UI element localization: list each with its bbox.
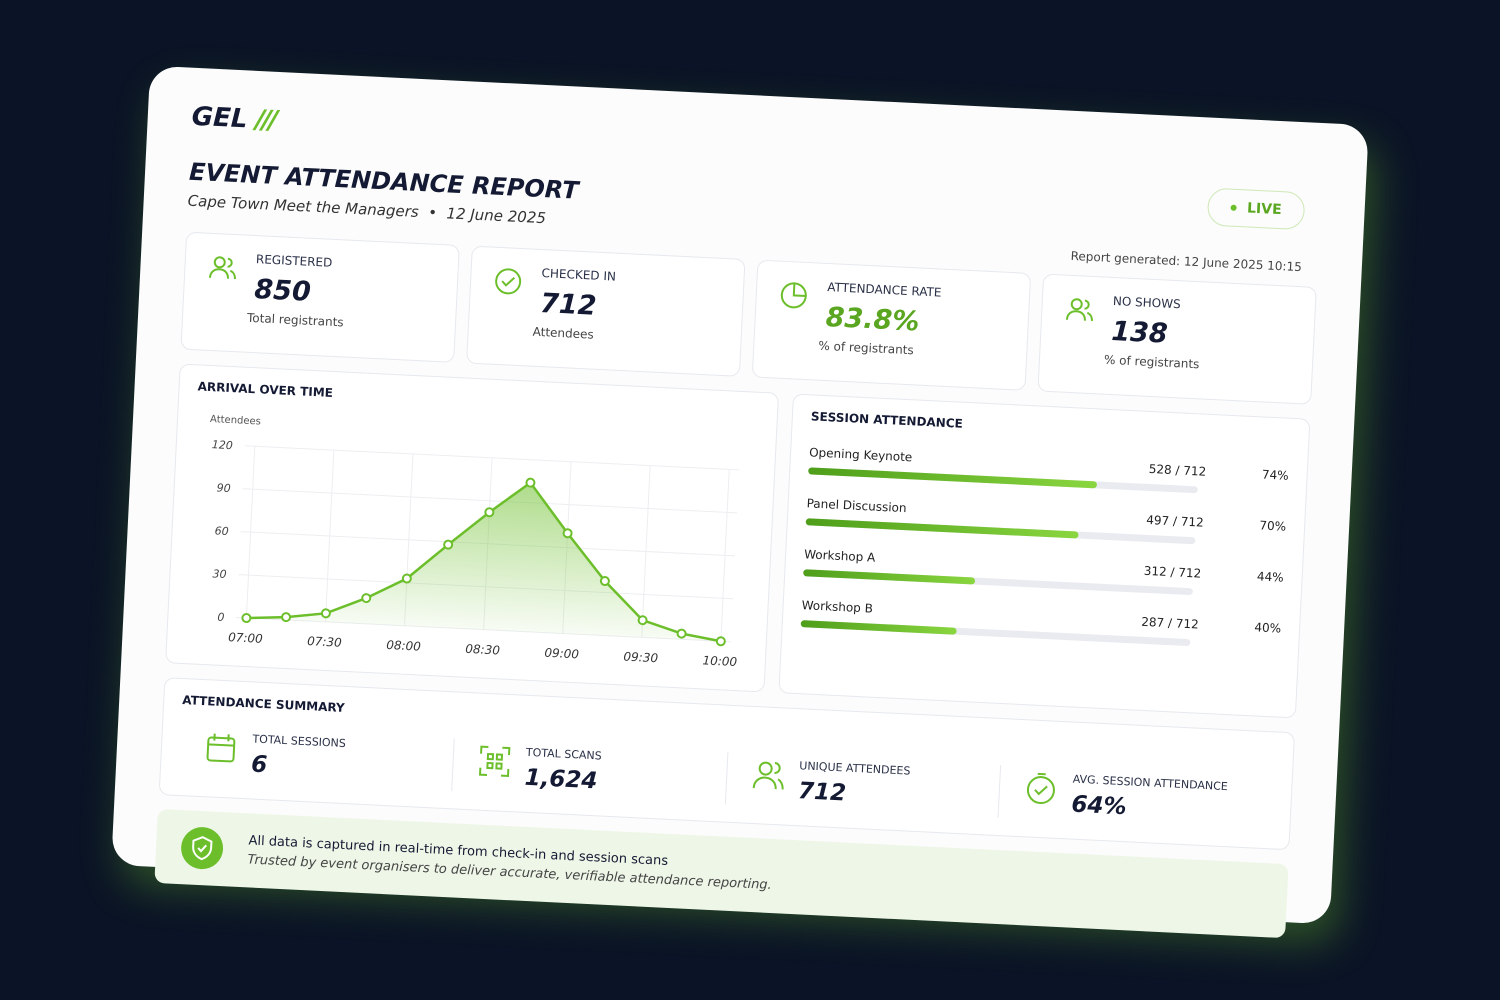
summary-value: 1,624 <box>524 764 598 795</box>
kpi-row: REGISTERED 850 Total registrants CHECKED I… <box>180 231 1317 405</box>
main-row: ARRIVAL OVER TIME Attendees 0 30 60 90 120 07:… <box>165 363 1311 719</box>
bar <box>803 569 975 585</box>
x-tick-label: 10:00 <box>702 653 738 669</box>
logo-text: GEL <box>191 101 249 135</box>
shield-icon <box>181 827 224 870</box>
point <box>599 576 610 587</box>
summary-label: UNIQUE ATTENDEES <box>799 759 911 778</box>
y-tick-label: 120 <box>212 438 234 452</box>
x-tick-label: 08:00 <box>386 638 422 654</box>
point <box>562 528 573 539</box>
summary-value: 6 <box>250 751 268 779</box>
point <box>525 477 536 488</box>
y-tick-label: 90 <box>216 481 231 495</box>
report-card: GEL/// EVENT ATTENDANCE REPORT Cape Town… <box>111 65 1369 939</box>
point <box>241 613 252 624</box>
summary-label: TOTAL SCANS <box>525 745 602 763</box>
bar <box>800 620 957 635</box>
summary-label: AVG. SESSION ATTENDANCE <box>1072 772 1229 794</box>
session-percent: 40% <box>1254 620 1282 636</box>
session-title: SESSION ATTENDANCE <box>810 409 964 431</box>
event-date: 12 June 2025 <box>446 204 547 228</box>
summary-items: TOTAL SESSIONS 6 TOTAL SCANS 1,624 UNIQUE … <box>178 724 1274 831</box>
session-count: 287 / 712 <box>1140 614 1200 632</box>
summary-item: UNIQUE ATTENDEES 712 <box>725 751 1002 819</box>
session-percent: 74% <box>1261 467 1289 483</box>
session-count: 312 / 712 <box>1143 563 1202 581</box>
point <box>281 612 292 623</box>
kpi-note: Total registrants <box>246 310 344 330</box>
grid-line-vertical <box>245 446 256 619</box>
kpi-card: NO SHOWS 138% of registrants <box>1037 273 1317 405</box>
kpi-card: CHECKED IN 712 Attendees <box>466 245 746 377</box>
point <box>361 593 372 604</box>
event-name: Cape Town Meet the Managers <box>187 191 420 221</box>
point <box>484 507 495 518</box>
live-badge[interactable]: LIVE <box>1207 187 1306 231</box>
grid-line-vertical <box>324 450 335 622</box>
session-row: Workshop A 312 / 712 44% <box>803 547 1284 599</box>
kpi-value: 83.8% <box>825 301 921 338</box>
summary-item: TOTAL SCANS 1,624 <box>451 738 728 805</box>
point <box>715 636 726 647</box>
x-tick-label: 07:00 <box>228 630 264 646</box>
kpi-card: ATTENDANCE RATE 83.8%% of registrants <box>751 259 1032 391</box>
x-tick-label: 08:30 <box>465 642 501 658</box>
session-count: 497 / 712 <box>1145 512 1205 530</box>
summary-item: AVG. SESSION ATTENDANCE 64% <box>999 765 1274 831</box>
footer: All data is captured in real-time from c… <box>154 808 1289 939</box>
y-tick-label: 30 <box>212 567 227 581</box>
session-percent: 44% <box>1256 569 1284 585</box>
grid-line-vertical <box>641 465 651 638</box>
line-chart: Attendees 0 30 60 90 120 07:00 07:30 08:00 08:30 0… <box>210 414 740 669</box>
session-count: 528 / 712 <box>1148 461 1207 479</box>
x-tick-label: 09:00 <box>544 646 580 662</box>
kpi-note: % of registrants <box>1103 352 1200 372</box>
x-tick-label: 07:30 <box>307 634 343 650</box>
summary-item: TOTAL SESSIONS 6 <box>178 724 455 792</box>
session-list: Opening Keynote 528 / 712 74% Panel Discuss… <box>800 445 1289 650</box>
session-row: Opening Keynote 528 / 712 74% <box>808 445 1289 497</box>
session-row: Workshop B 287 / 712 40% <box>800 598 1282 650</box>
kpi-value: 138 <box>1110 315 1169 350</box>
point <box>401 573 412 584</box>
session-percent: 70% <box>1259 518 1287 534</box>
session-panel: SESSION ATTENDANCE Opening Keynote 528 / … <box>778 393 1311 719</box>
point <box>320 608 331 619</box>
y-axis-label: Attendees <box>210 414 261 427</box>
kpi-value: 712 <box>539 288 598 322</box>
kpi-value: 850 <box>253 274 312 308</box>
kpi-label: CHECKED IN <box>541 266 617 284</box>
x-tick-label: 09:30 <box>623 650 659 666</box>
point <box>637 615 648 626</box>
kpi-note: % of registrants <box>818 338 915 358</box>
kpi-label: REGISTERED <box>255 252 333 270</box>
y-tick-label: 60 <box>214 524 229 538</box>
point <box>676 628 687 639</box>
summary-value: 64% <box>1070 791 1128 821</box>
summary-value: 712 <box>797 778 847 807</box>
y-tick-label: 0 <box>217 611 225 624</box>
kpi-note: Attendees <box>532 324 595 342</box>
area <box>246 482 721 642</box>
logo-mark: /// <box>254 104 276 136</box>
session-row: Panel Discussion 497 / 712 70% <box>805 496 1287 548</box>
point <box>443 539 454 550</box>
summary-label: TOTAL SESSIONS <box>252 732 347 751</box>
summary-panel: ATTENDANCE SUMMARY TOTAL SESSIONS 6 TOTAL… <box>158 677 1296 851</box>
kpi-label: ATTENDANCE RATE <box>826 280 942 300</box>
kpi-card: REGISTERED 850 Total registrants <box>180 231 460 363</box>
arrival-panel: ARRIVAL OVER TIME Attendees 0 30 60 90 120 07:… <box>165 363 780 693</box>
kpi-label: NO SHOWS <box>1112 293 1181 312</box>
grid-line-vertical <box>720 469 730 642</box>
